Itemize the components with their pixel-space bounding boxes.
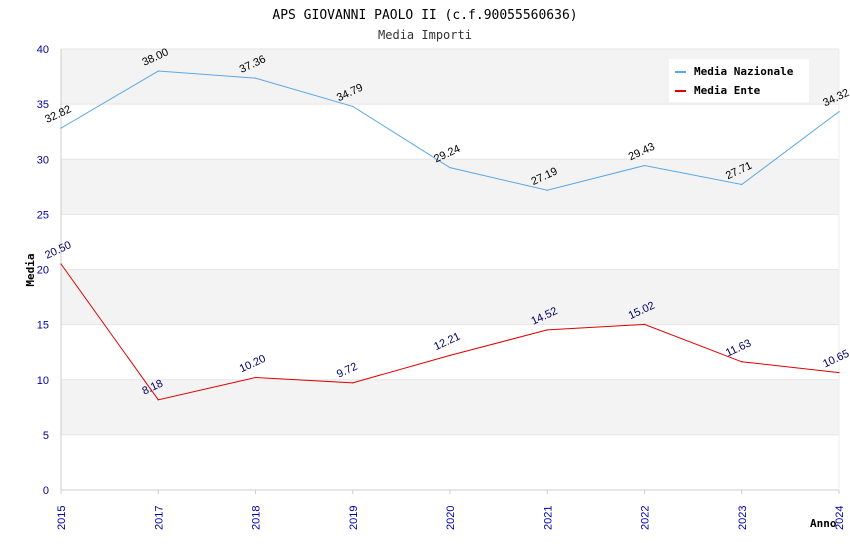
data-point [741,361,743,363]
data-point [643,164,646,167]
x-tick-label: 2023 [737,506,749,530]
y-tick-label: 15 [37,320,49,332]
grid-band [61,379,839,435]
x-tick-label: 2019 [348,506,360,530]
data-point [352,382,354,384]
x-tick-label: 2015 [56,506,68,530]
y-tick-label: 25 [37,209,49,221]
grid-band [61,214,839,270]
legend-box [669,59,809,102]
chart-subtitle: Media Importi [378,28,472,42]
y-tick-label: 5 [43,430,49,442]
legend-label-media-nazionale: Media Nazionale [694,65,794,78]
x-axis-label: Anno [810,517,837,530]
y-tick-label: 10 [37,375,49,387]
data-point [741,183,743,186]
grid-band [61,269,839,325]
data-point [546,189,548,191]
data-point [838,371,840,374]
grid-band [61,324,839,380]
data-point [546,329,548,331]
data-point [838,111,840,113]
legend-label-media-ente: Media Ente [694,84,761,97]
chart-title: APS GIOVANNI PAOLO II (c.f.90055560636) [272,8,577,23]
x-tick-labels: 2015 2017 2018 2019 2020 2021 2022 2023 2024 [56,490,846,530]
data-point [352,105,354,108]
y-tick-labels: 0 5 10 15 20 25 30 35 40 [37,44,49,497]
grid-band [61,434,839,490]
data-point [254,376,257,379]
y-axis-label: Media [24,253,37,286]
data-point [157,399,159,401]
x-tick-label: 2017 [153,506,165,530]
data-point [254,77,257,79]
data-point [157,70,159,72]
data-point [60,263,62,265]
y-tick-label: 40 [37,44,49,56]
x-tick-label: 2021 [542,506,554,530]
data-point [643,323,646,326]
y-tick-label: 35 [37,99,49,111]
y-tick-label: 20 [37,265,49,277]
y-tick-label: 0 [43,485,49,497]
data-point [60,127,62,129]
data-point [449,167,451,169]
x-tick-label: 2018 [251,506,263,530]
grid-bands [61,49,839,490]
y-tick-label: 30 [37,154,49,166]
grid-band [61,159,839,215]
legend: Media Nazionale Media Ente [669,59,809,102]
x-tick-label: 2020 [445,506,457,530]
x-tick-label: 2024 [834,506,846,530]
data-point [449,354,451,356]
grid-band [61,104,839,160]
x-tick-label: 2022 [640,506,652,530]
